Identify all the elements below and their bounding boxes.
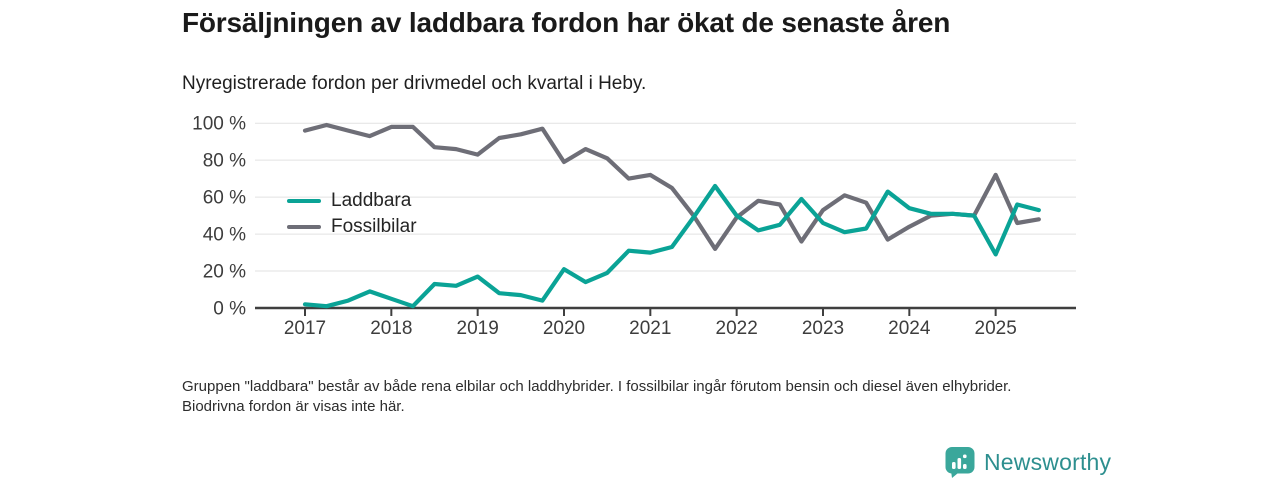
page-title: Försäljningen av laddbara fordon har öka… [182, 7, 951, 38]
y-axis-labels: 0 % 20 % 40 % 60 % 80 % 100 % [192, 114, 246, 320]
legend-item-fossilbilar: Fossilbilar [287, 214, 417, 240]
bar-chart-bubble-icon [945, 447, 975, 478]
series-line-fossilbilar [302, 122, 1041, 251]
svg-text:2017: 2017 [284, 318, 326, 339]
svg-text:2020: 2020 [543, 318, 585, 339]
series-lines [302, 122, 1041, 309]
svg-text:100 %: 100 % [192, 114, 246, 135]
chart-legend: Laddbara Fossilbilar [287, 188, 417, 240]
svg-text:20 %: 20 % [203, 262, 246, 283]
series-line-laddbara [302, 183, 1041, 309]
newsworthy-logo: Newsworthy [944, 446, 1111, 478]
legend-label-laddbara: Laddbara [331, 190, 412, 211]
chart-subtitle: Nyregistrerade fordon per drivmedel och … [182, 73, 647, 94]
x-axis-ticks [304, 308, 997, 316]
svg-text:2024: 2024 [888, 318, 931, 339]
svg-text:60 %: 60 % [203, 188, 246, 209]
y-gridlines [255, 122, 1076, 272]
x-axis-labels: 2017 2018 2019 2020 2021 2022 2023 2024 2025 [284, 318, 1017, 339]
svg-text:2025: 2025 [975, 318, 1017, 339]
svg-text:2022: 2022 [716, 318, 758, 339]
svg-text:0 %: 0 % [213, 299, 246, 320]
laddbara-line-swatch [287, 199, 321, 203]
svg-text:2018: 2018 [370, 318, 412, 339]
legend-item-laddbara: Laddbara [287, 188, 417, 214]
brand-name: Newsworthy [984, 448, 1112, 475]
svg-text:80 %: 80 % [203, 151, 246, 172]
fossilbilar-line-swatch [287, 225, 321, 229]
svg-text:2023: 2023 [802, 318, 844, 339]
svg-text:2019: 2019 [457, 318, 499, 339]
svg-text:2021: 2021 [629, 318, 671, 339]
legend-label-fossilbilar: Fossilbilar [331, 216, 417, 237]
svg-text:40 %: 40 % [203, 225, 246, 246]
chart-footnote: Gruppen "laddbara" består av både rena e… [182, 378, 1012, 415]
